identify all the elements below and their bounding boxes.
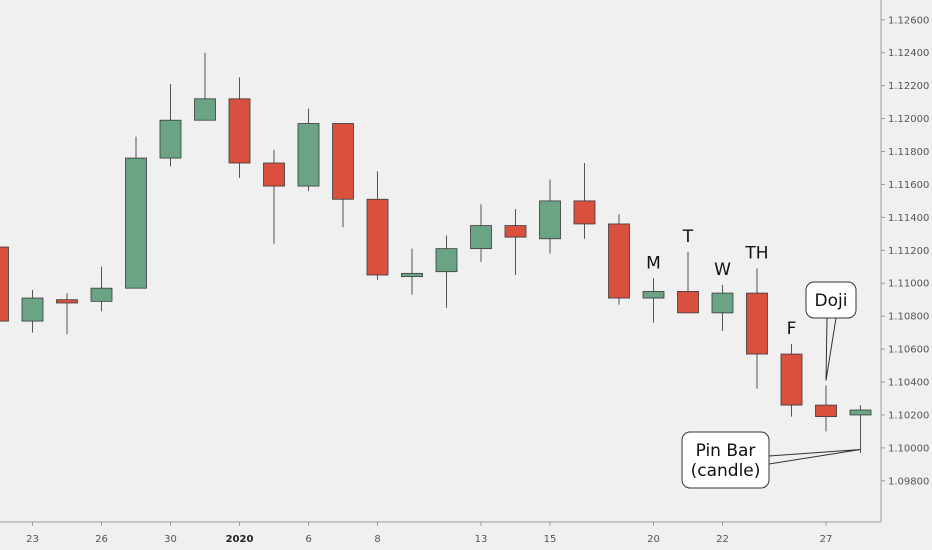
candle-body — [297, 123, 320, 187]
candle — [573, 163, 596, 239]
y-tick-label: 1.10000 — [888, 443, 929, 454]
candle — [780, 344, 803, 417]
y-tick-label: 1.11200 — [888, 246, 929, 257]
y-tick-label: 1.12200 — [888, 81, 929, 92]
x-tick-label: 26 — [95, 534, 108, 545]
candle-body — [504, 225, 527, 238]
x-tick-label: 13 — [475, 534, 488, 545]
candle-body — [746, 292, 768, 355]
y-tick-label: 1.10200 — [888, 410, 929, 421]
x-axis: 23 26 30 2020 6 8 13 15 20 22 27 — [26, 522, 832, 545]
candle-body — [21, 297, 44, 322]
y-axis: 1.09800 1.10000 1.10200 1.10400 1.10600 1.108… — [881, 15, 929, 487]
candle — [642, 278, 665, 323]
callout-pointer — [825, 317, 837, 381]
x-tick-label: 6 — [305, 534, 311, 545]
candle-body — [849, 409, 872, 416]
y-tick-label: 1.11400 — [888, 213, 929, 224]
candle — [504, 209, 527, 275]
y-tick-label: 1.10400 — [888, 378, 929, 389]
candle-body — [573, 200, 596, 225]
candle — [194, 52, 216, 121]
x-tick-label: 30 — [164, 534, 177, 545]
candle-body — [159, 119, 182, 159]
candle — [746, 268, 768, 389]
candle-body — [815, 404, 837, 418]
candle — [125, 136, 147, 289]
candle-body — [194, 98, 216, 121]
candle-body — [56, 299, 78, 304]
candle-body — [470, 225, 492, 250]
callout-box — [681, 431, 770, 489]
x-tick-label: 27 — [820, 534, 833, 545]
x-tick-label: 22 — [716, 534, 729, 545]
callout-pointer — [768, 449, 861, 465]
candle — [297, 108, 320, 192]
candle-body — [0, 246, 9, 322]
candle-body — [608, 223, 630, 299]
candle — [90, 266, 113, 312]
y-tick-label: 1.09800 — [888, 476, 929, 487]
day-annotation: F — [787, 319, 797, 339]
candle — [159, 83, 182, 167]
callouts-layer: Doji Pin Bar(candle) — [681, 281, 861, 489]
candle-body — [228, 98, 251, 164]
candle — [263, 149, 285, 244]
candle — [539, 179, 561, 254]
y-tick-label: 1.12600 — [888, 15, 929, 26]
day-annotation: TH — [744, 243, 768, 263]
candle — [435, 235, 458, 308]
x-tick-label: 23 — [26, 534, 39, 545]
y-tick-label: 1.11000 — [888, 279, 929, 290]
candle-body — [90, 287, 113, 302]
candle-body — [780, 353, 803, 406]
callout-text: (candle) — [691, 461, 761, 481]
x-tick-label: 15 — [544, 534, 557, 545]
callout: Pin Bar(candle) — [681, 431, 861, 489]
candle-body — [332, 123, 354, 200]
candle-body — [435, 248, 458, 273]
candle — [21, 289, 44, 333]
candle-body — [366, 198, 389, 276]
candle-body — [539, 200, 561, 240]
y-tick-label: 1.10800 — [888, 312, 929, 323]
candle — [711, 284, 734, 331]
y-tick-label: 1.11800 — [888, 147, 929, 158]
candle-body — [677, 291, 699, 314]
callout-text: Doji — [815, 291, 848, 311]
candles-layer — [0, 52, 872, 453]
x-tick-label: 20 — [647, 534, 660, 545]
candle-body — [642, 291, 665, 299]
candle — [470, 204, 492, 262]
candle — [608, 214, 630, 305]
x-tick-label: 2020 — [226, 534, 254, 545]
candle-body — [125, 157, 147, 289]
y-tick-label: 1.12400 — [888, 48, 929, 59]
candle — [0, 246, 9, 322]
x-tick-label: 8 — [374, 534, 380, 545]
day-annotation: W — [714, 260, 731, 280]
callout-text: Pin Bar — [696, 441, 756, 461]
candle-body — [711, 292, 734, 314]
callout-box — [805, 281, 857, 319]
candle — [849, 405, 872, 453]
candle — [366, 171, 389, 280]
y-tick-label: 1.12000 — [888, 114, 929, 125]
day-annotations-layer: M TW TH F — [646, 227, 796, 339]
candle — [332, 123, 354, 228]
callout: Doji — [805, 281, 857, 381]
candle-body — [263, 162, 285, 187]
day-annotation: T — [682, 227, 694, 247]
candle — [677, 251, 699, 314]
y-tick-label: 1.10600 — [888, 345, 929, 356]
day-annotation: M — [646, 253, 661, 273]
candle — [401, 248, 423, 295]
candle — [56, 293, 78, 335]
candle — [228, 77, 251, 178]
candle — [815, 385, 837, 432]
y-tick-label: 1.11600 — [888, 180, 929, 191]
candle-body — [401, 272, 423, 278]
